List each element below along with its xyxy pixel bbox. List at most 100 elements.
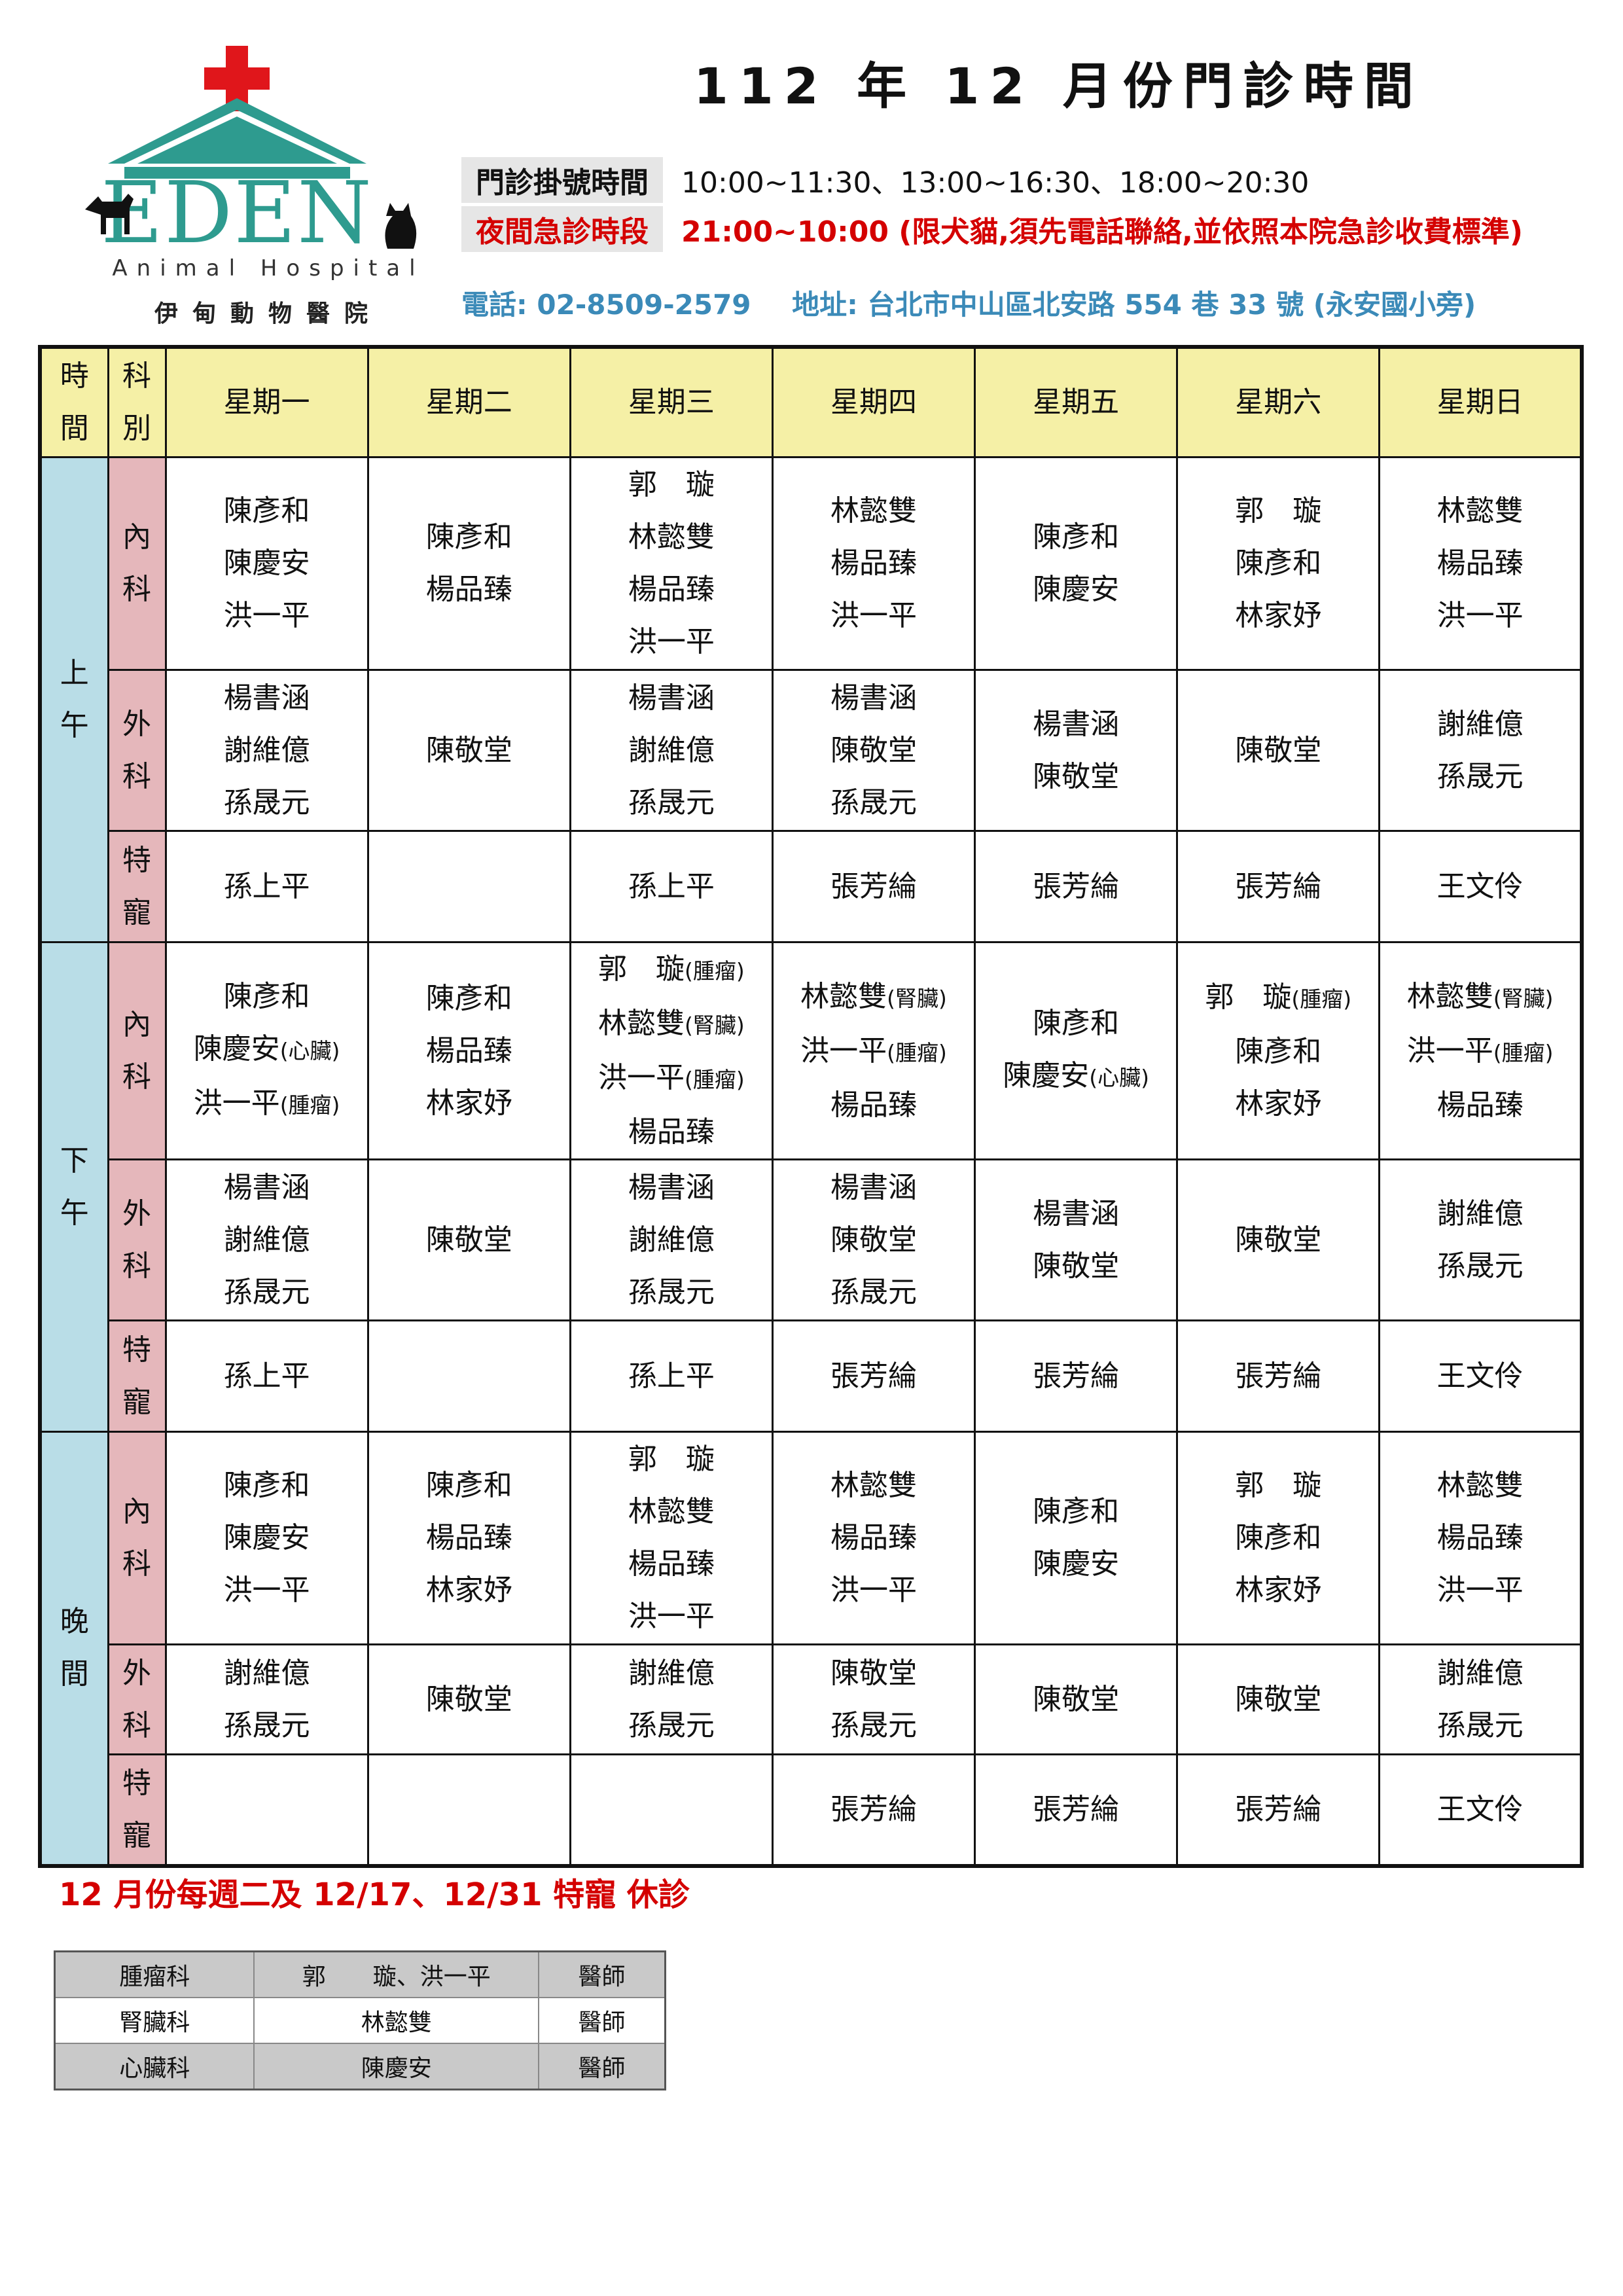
doctor-name: 楊書涵 xyxy=(223,1170,310,1204)
dept-char: 寵 xyxy=(122,895,151,929)
night-row: 夜間急診時段 21:00~10:00 (限犬貓,須先電話聯絡,並依照本院急診收費… xyxy=(461,206,1523,252)
doctor-name: 孫上平 xyxy=(628,1359,715,1393)
period-char: 間 xyxy=(60,1657,89,1691)
doctor-specialty: (腎臟) xyxy=(684,1013,745,1038)
dept-cell: 內科 xyxy=(107,456,167,671)
dept-char: 科 xyxy=(122,1060,151,1094)
doctor-line: 楊品臻 xyxy=(571,564,772,616)
specialist-dept: 腎臟科 xyxy=(54,1997,255,2044)
doctor-name: 林懿雙 xyxy=(800,979,887,1013)
doctor-line: 孫晟元 xyxy=(571,1700,772,1752)
doctor-name: 王文伶 xyxy=(1436,1792,1524,1826)
header-time-char: 間 xyxy=(60,412,89,445)
header-dept: 科 別 xyxy=(107,346,167,458)
doctor-cell: 張芳綸 xyxy=(1176,1753,1381,1867)
doctor-line: 洪一平 xyxy=(167,1564,367,1617)
doctor-name: 楊品臻 xyxy=(425,1033,512,1067)
doctor-name: 孫上平 xyxy=(223,1359,310,1393)
doctor-line: 陳敬堂 xyxy=(774,725,974,777)
doctor-name: 郭 璇 xyxy=(1235,1469,1322,1502)
schedule-row: 特寵 孫上平 孫上平 張芳綸 張芳綸 張芳綸 王文伶 xyxy=(40,1319,1583,1433)
doctor-cell: 謝維億 孫晟元 xyxy=(164,1643,369,1755)
doctor-name: 林懿雙 xyxy=(1436,494,1524,528)
dept-char: 內 xyxy=(122,1007,151,1041)
doctor-line: 林家妤 xyxy=(1178,1078,1378,1130)
doctor-name: 洪一平 xyxy=(800,1033,887,1067)
doctor-name: 陳彥和 xyxy=(425,981,512,1015)
doctor-line: 張芳綸 xyxy=(1178,1350,1378,1403)
doctor-line: 陳彥和 xyxy=(976,997,1176,1050)
doctor-name: 楊品臻 xyxy=(628,1547,715,1581)
doctor-cell xyxy=(569,1753,774,1867)
doctor-cell: 張芳綸 xyxy=(974,830,1179,943)
doctor-cell: 陳彥和 陳慶安 xyxy=(974,456,1179,671)
doctor-name: 陳慶安 xyxy=(193,1031,280,1066)
doctor-cell: 陳敬堂 xyxy=(366,1158,571,1321)
doctor-name: 陳彥和 xyxy=(223,1469,310,1502)
specialist-table: 腫瘤科 郭 璇、洪一平 醫師 腎臟科 林懿雙 醫師 心臟科 陳慶安 醫師 xyxy=(54,1950,666,2090)
doctor-name: 王文伶 xyxy=(1436,869,1524,903)
doctor-line: 張芳綸 xyxy=(976,861,1176,913)
doctor-line: 陳彥和 xyxy=(369,973,569,1025)
doctor-cell: 林懿雙 楊品臻 洪一平 xyxy=(1378,456,1583,671)
doctor-name: 楊書涵 xyxy=(830,1170,917,1204)
doctor-line: 洪一平 xyxy=(1380,1564,1580,1617)
doctor-name: 郭 璇 xyxy=(597,952,685,986)
doctor-name: 張芳綸 xyxy=(830,869,917,903)
period-char: 午 xyxy=(60,1196,89,1230)
doctor-cell xyxy=(164,1753,369,1867)
schedule-row: 特寵 孫上平 孫上平 張芳綸 張芳綸 張芳綸 王文伶 xyxy=(40,830,1583,943)
doctor-line: 謝維億 xyxy=(167,1647,367,1700)
specialist-doctors: 郭 璇、洪一平 xyxy=(253,1950,540,1998)
doctor-line: 陳彥和 xyxy=(976,511,1176,564)
dept-char: 內 xyxy=(122,1495,151,1528)
doctor-cell: 郭 璇(腫瘤) 林懿雙(腎臟) 洪一平(腫瘤) 楊品臻 xyxy=(569,941,774,1160)
doctor-line: 謝維億 xyxy=(167,725,367,777)
dept-char: 科 xyxy=(122,1708,151,1742)
doctor-specialty: (腎臟) xyxy=(887,985,947,1011)
dept-char: 內 xyxy=(122,520,151,554)
doctor-cell: 林懿雙 楊品臻 洪一平 xyxy=(1378,1431,1583,1645)
doctor-name: 郭 璇 xyxy=(1205,980,1292,1014)
doctor-line: 洪一平(腫瘤) xyxy=(1380,1025,1580,1079)
doctor-name: 楊品臻 xyxy=(830,1088,917,1122)
doctor-name: 楊品臻 xyxy=(830,547,917,580)
doctor-line: 謝維億 xyxy=(1380,1647,1580,1700)
doctor-line: 楊品臻 xyxy=(1380,1079,1580,1132)
doctor-name: 謝維億 xyxy=(1436,707,1524,741)
doctor-cell: 陳敬堂 xyxy=(1176,1643,1381,1755)
doctor-line: 謝維億 xyxy=(167,1214,367,1266)
doctor-cell: 王文伶 xyxy=(1378,1753,1583,1867)
header-dept-char: 科 xyxy=(122,359,151,393)
dept-cell: 特寵 xyxy=(107,1319,167,1433)
doctor-specialty: (腫瘤) xyxy=(1493,1039,1554,1066)
doctor-name: 洪一平 xyxy=(830,599,917,632)
dept-char: 科 xyxy=(122,759,151,793)
doctor-name: 孫晟元 xyxy=(223,785,310,819)
doctor-name: 陳彥和 xyxy=(223,979,310,1013)
doctor-cell: 楊書涵 謝維億 孫晟元 xyxy=(569,1158,774,1321)
doctor-line: 林家妤 xyxy=(369,1077,569,1130)
specialist-doctors: 陳慶安 xyxy=(253,2043,540,2090)
doctor-name: 張芳綸 xyxy=(830,1792,917,1826)
doctor-cell: 張芳綸 xyxy=(771,1753,976,1867)
doctor-cell: 楊書涵 陳敬堂 孫晟元 xyxy=(771,669,976,832)
dept-char: 特 xyxy=(122,1333,151,1367)
doctor-cell xyxy=(366,1753,571,1867)
doctor-line: 陳彥和 xyxy=(167,1460,367,1512)
dept-cell: 外科 xyxy=(107,1158,167,1321)
doctor-line: 張芳綸 xyxy=(976,1350,1176,1403)
doctor-name: 洪一平 xyxy=(223,599,310,632)
doctor-name: 洪一平 xyxy=(223,1573,310,1607)
doctor-line: 洪一平 xyxy=(774,1564,974,1617)
schedule-row: 外科楊書涵 謝維億 孫晟元 陳敬堂 楊書涵 謝維億 孫晟元 楊書涵 陳敬堂 孫晟元 楊書涵 陳敬堂 陳敬… xyxy=(40,669,1583,832)
doctor-name: 洪一平 xyxy=(628,1600,715,1633)
night-label: 夜間急診時段 xyxy=(461,206,663,252)
doctor-name: 孫晟元 xyxy=(628,1275,715,1309)
doctor-cell: 陳敬堂 xyxy=(366,1643,571,1755)
header-day: 星期一 xyxy=(164,346,369,458)
schedule-row: 外科楊書涵 謝維億 孫晟元 陳敬堂 楊書涵 謝維億 孫晟元 楊書涵 陳敬堂 孫晟元 楊書涵 陳敬堂 陳敬… xyxy=(40,1158,1583,1321)
phone-text: 電話: 02-8509-2579 xyxy=(461,289,751,321)
doctor-cell: 楊書涵 謝維億 孫晟元 xyxy=(569,669,774,832)
doctor-line: 孫晟元 xyxy=(167,1266,367,1319)
